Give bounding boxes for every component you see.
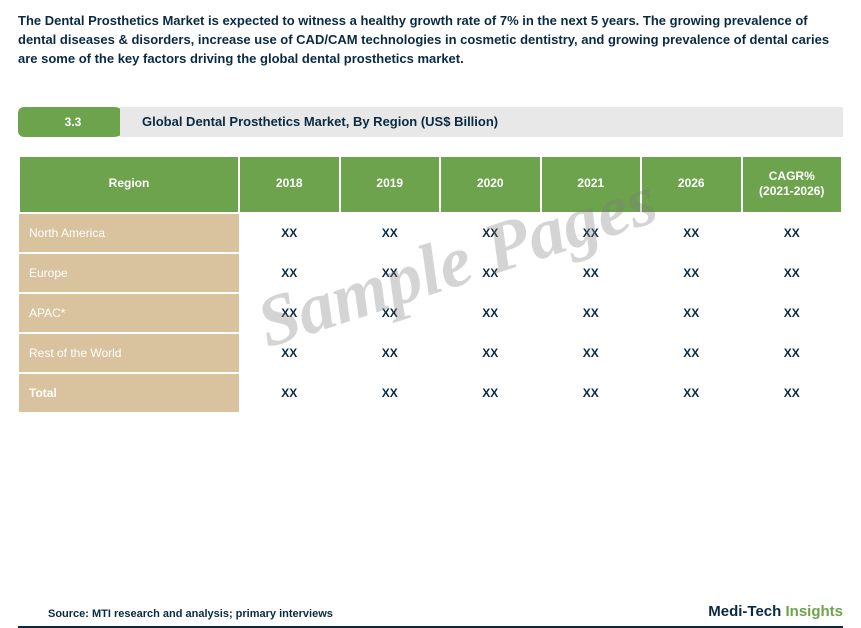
cell: XX — [541, 213, 642, 253]
section-title: Global Dental Prosthetics Market, By Reg… — [120, 107, 843, 137]
brand-part-1: Medi-Tech — [708, 603, 785, 620]
intro-paragraph: The Dental Prosthetics Market is expecte… — [18, 12, 843, 69]
table-header-row: Region 2018 2019 2020 2021 2026 CAGR%(20… — [19, 156, 842, 213]
row-label-total: Total — [19, 373, 239, 413]
cell: XX — [239, 333, 340, 373]
market-table: Region 2018 2019 2020 2021 2026 CAGR%(20… — [18, 155, 843, 414]
cell: XX — [239, 213, 340, 253]
cell: XX — [340, 293, 441, 333]
cell: XX — [440, 253, 541, 293]
cell: XX — [440, 213, 541, 253]
table-row: APAC* XX XX XX XX XX XX — [19, 293, 842, 333]
page-footer: Source: MTI research and analysis; prima… — [0, 603, 861, 622]
table-row: Europe XX XX XX XX XX XX — [19, 253, 842, 293]
cell: XX — [742, 333, 843, 373]
row-label: Europe — [19, 253, 239, 293]
section-header-bar: 3.3 Global Dental Prosthetics Market, By… — [18, 107, 843, 137]
row-label: APAC* — [19, 293, 239, 333]
cell: XX — [641, 213, 742, 253]
cell: XX — [340, 373, 441, 413]
cell: XX — [239, 293, 340, 333]
col-2020: 2020 — [440, 156, 541, 213]
cell: XX — [239, 373, 340, 413]
brand-part-2: Insights — [785, 603, 843, 620]
cell: XX — [641, 373, 742, 413]
cell: XX — [641, 333, 742, 373]
col-region: Region — [19, 156, 239, 213]
table-row-total: Total XX XX XX XX XX XX — [19, 373, 842, 413]
col-2018: 2018 — [239, 156, 340, 213]
cell: XX — [541, 373, 642, 413]
cell: XX — [742, 213, 843, 253]
cell: XX — [440, 373, 541, 413]
cell: XX — [340, 253, 441, 293]
cell: XX — [541, 253, 642, 293]
cell: XX — [440, 293, 541, 333]
table-row: North America XX XX XX XX XX XX — [19, 213, 842, 253]
cell: XX — [239, 253, 340, 293]
brand-logo-text: Medi-Tech Insights — [708, 603, 843, 620]
cell: XX — [742, 253, 843, 293]
row-label: North America — [19, 213, 239, 253]
row-label: Rest of the World — [19, 333, 239, 373]
col-2026: 2026 — [641, 156, 742, 213]
cell: XX — [541, 293, 642, 333]
table-row: Rest of the World XX XX XX XX XX XX — [19, 333, 842, 373]
cell: XX — [742, 293, 843, 333]
cell: XX — [641, 253, 742, 293]
source-note: Source: MTI research and analysis; prima… — [48, 608, 333, 620]
cell: XX — [541, 333, 642, 373]
cell: XX — [440, 333, 541, 373]
cell: XX — [340, 333, 441, 373]
cell: XX — [742, 373, 843, 413]
col-cagr: CAGR%(2021-2026) — [742, 156, 843, 213]
cell: XX — [641, 293, 742, 333]
col-2021: 2021 — [541, 156, 642, 213]
cell: XX — [340, 213, 441, 253]
section-number-badge: 3.3 — [18, 107, 128, 137]
col-2019: 2019 — [340, 156, 441, 213]
